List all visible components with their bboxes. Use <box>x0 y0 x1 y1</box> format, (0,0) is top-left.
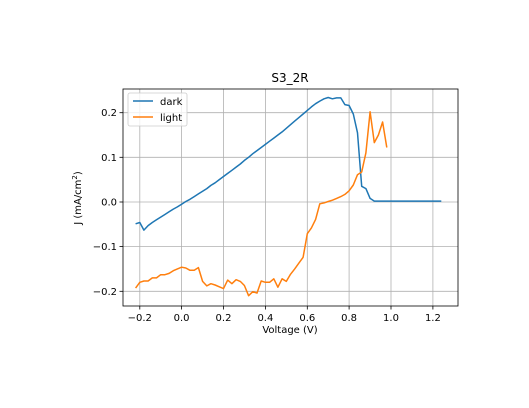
x-tick-label: −0.2 <box>128 313 152 324</box>
x-tick-label: 0.2 <box>216 313 232 324</box>
y-tick-label: 0.0 <box>101 198 117 209</box>
x-axis-label: Voltage (V) <box>262 325 317 336</box>
grid <box>123 89 458 306</box>
x-tick-label: 1.0 <box>383 313 399 324</box>
series-line-light <box>134 111 388 297</box>
y-tick-label: −0.1 <box>93 242 117 253</box>
legend-label-light: light <box>160 113 182 124</box>
y-tick-label: 0.2 <box>101 108 117 119</box>
x-tick-label: 0.4 <box>257 313 273 324</box>
x-tick-label: 0.6 <box>299 313 315 324</box>
plot-frame <box>122 88 459 307</box>
y-axis-label: J (mA/cm2) <box>71 171 84 226</box>
chart-title: S3_2R <box>271 71 308 85</box>
series-layer <box>134 96 442 297</box>
x-tick-label: 0.8 <box>341 313 357 324</box>
y-axis-label-superscript: 2 <box>71 175 79 179</box>
ticks: −0.2 0.0 0.2 0.4 0.6 0.8 1.0 1.2 −0.2 −0.1 0.0 0.1 0… <box>93 108 441 324</box>
legend: dark light <box>127 92 188 127</box>
x-tick-label: 0.0 <box>174 313 190 324</box>
series-line-dark <box>135 96 442 231</box>
y-axis-label-prefix: J (mA/cm <box>73 180 84 226</box>
x-tick-label: 1.2 <box>425 313 441 324</box>
y-tick-label: 0.1 <box>101 153 117 164</box>
y-tick-label: −0.2 <box>93 287 117 298</box>
y-axis-label-suffix: ) <box>73 171 84 175</box>
legend-label-dark: dark <box>160 97 183 108</box>
